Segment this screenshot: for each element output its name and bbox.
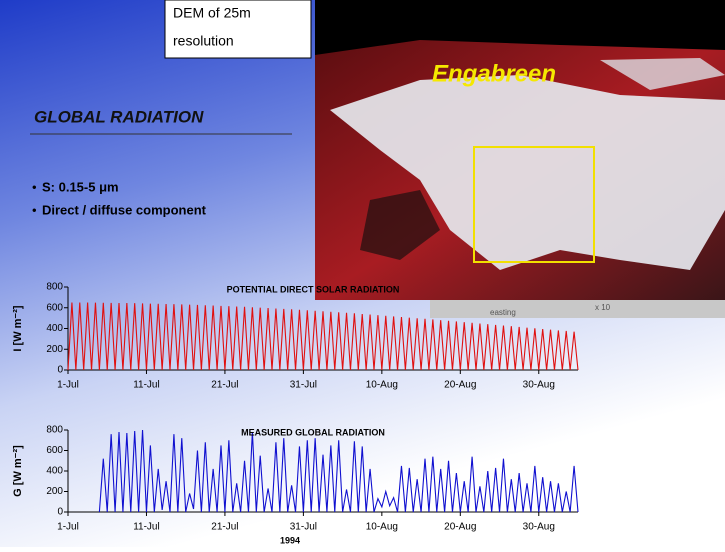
image-axis-label: easting xyxy=(490,308,516,317)
x-tick-label: 30-Aug xyxy=(523,522,555,533)
y-tick-label: 600 xyxy=(46,302,63,313)
y-tick-label: 0 xyxy=(57,365,63,376)
chart-title: MEASURED GLOBAL RADIATION xyxy=(241,427,385,437)
glacier-image: Engabreen xyxy=(315,0,725,300)
data-line xyxy=(99,430,578,512)
x-tick-label: 31-Jul xyxy=(290,380,317,391)
x-tick-label: 31-Jul xyxy=(290,522,317,533)
y-tick-label: 0 xyxy=(57,507,63,518)
image-axis-strip xyxy=(430,300,725,318)
slide: Engabreen easting x 10 DEM of 25m resolu… xyxy=(0,0,725,547)
dem-box-line: resolution xyxy=(173,33,234,49)
bullet: S: 0.15-5 μm xyxy=(42,179,119,194)
y-axis-label: I [W m⁻²] xyxy=(12,305,24,351)
bullet-marker: • xyxy=(32,202,37,217)
chart-title: POTENTIAL DIRECT SOLAR RADIATION xyxy=(227,284,400,294)
y-tick-label: 800 xyxy=(46,282,63,293)
y-tick-label: 200 xyxy=(46,486,63,497)
x-tick-label: 11-Jul xyxy=(133,522,160,533)
x-tick-label: 20-Aug xyxy=(444,380,476,391)
x-axis-label: 1994 xyxy=(280,535,300,545)
x-tick-label: 21-Jul xyxy=(211,522,238,533)
slide-canvas: Engabreen easting x 10 DEM of 25m resolu… xyxy=(0,0,725,547)
y-tick-label: 400 xyxy=(46,466,63,477)
image-axis-scale: x 10 xyxy=(595,303,611,312)
image-label: Engabreen xyxy=(432,60,556,87)
heading: GLOBAL RADIATION xyxy=(34,107,204,126)
bullet-marker: • xyxy=(32,179,37,194)
y-tick-label: 600 xyxy=(46,445,63,456)
bullet: Direct / diffuse component xyxy=(42,202,207,217)
x-tick-label: 21-Jul xyxy=(211,380,238,391)
y-axis-label: G [W m⁻²] xyxy=(12,445,24,497)
dem-box-line: DEM of 25m xyxy=(173,5,251,21)
x-tick-label: 30-Aug xyxy=(523,380,555,391)
x-tick-label: 20-Aug xyxy=(444,522,476,533)
x-tick-label: 1-Jul xyxy=(57,522,79,533)
x-tick-label: 1-Jul xyxy=(57,380,79,391)
x-tick-label: 11-Jul xyxy=(133,380,160,391)
y-tick-label: 200 xyxy=(46,344,63,355)
x-tick-label: 10-Aug xyxy=(366,522,398,533)
y-tick-label: 400 xyxy=(46,323,63,334)
y-tick-label: 800 xyxy=(46,425,63,436)
x-tick-label: 10-Aug xyxy=(366,380,398,391)
